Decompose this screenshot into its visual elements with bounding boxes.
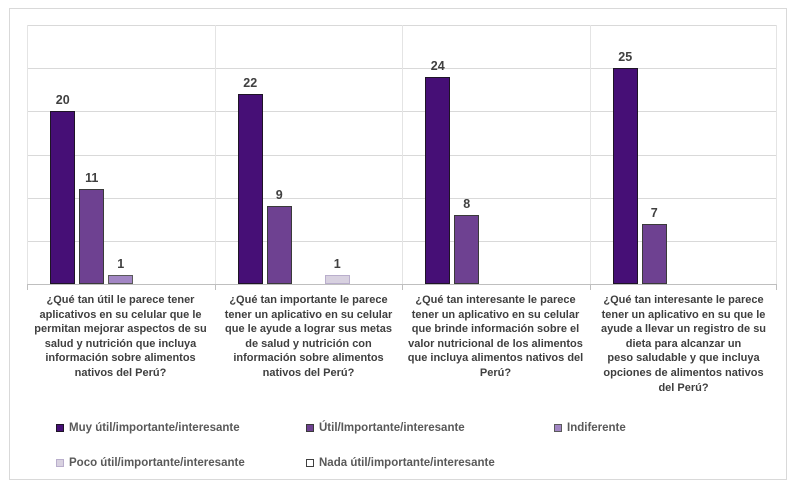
axis-tick bbox=[402, 284, 403, 290]
bar-value-label: 20 bbox=[55, 93, 70, 107]
bar-group: 22 9 1 bbox=[215, 25, 403, 284]
legend-swatch-icon bbox=[56, 459, 64, 467]
bar-group: 25 7 bbox=[590, 25, 778, 284]
bar-value-label: 24 bbox=[430, 59, 445, 73]
chart-frame: 20 11 1 22 9 1 24 8 25 7 ¿Qué tan útil le parece … bbox=[9, 8, 787, 480]
legend-item: Útil/Importante/interesante bbox=[306, 421, 465, 435]
category-separator-line bbox=[402, 25, 403, 284]
bar bbox=[324, 275, 350, 284]
legend-swatch-icon bbox=[554, 424, 562, 432]
plot-area: 20 11 1 22 9 1 24 8 25 7 bbox=[27, 25, 777, 284]
category-separator-line bbox=[776, 25, 777, 284]
category-separator-line bbox=[27, 25, 28, 284]
legend-item-label: Nada útil/importante/interesante bbox=[319, 457, 495, 469]
legend-swatch-icon bbox=[306, 424, 314, 432]
bar bbox=[79, 189, 105, 284]
bar-value-label: 1 bbox=[117, 257, 125, 271]
bar bbox=[50, 111, 76, 284]
axis-tick bbox=[776, 284, 777, 290]
bar-group: 24 8 bbox=[402, 25, 590, 284]
bar-value-label: 22 bbox=[243, 76, 258, 90]
bar-value-label: 1 bbox=[333, 257, 341, 271]
bar bbox=[641, 224, 667, 284]
category-label: ¿Qué tan útil le parece tener aplicativo… bbox=[34, 294, 207, 379]
bar bbox=[454, 215, 480, 284]
legend-swatch-icon bbox=[56, 424, 64, 432]
legend-item: Muy útil/importante/interesante bbox=[56, 421, 240, 435]
axis-tick bbox=[214, 284, 216, 290]
bar-value-label: 25 bbox=[618, 50, 633, 64]
legend-swatch-icon bbox=[306, 459, 314, 467]
bar-value-label: 11 bbox=[85, 171, 99, 185]
axis-tick bbox=[589, 284, 591, 290]
legend-item-label: Útil/Importante/interesante bbox=[319, 422, 465, 434]
axis-tick bbox=[27, 284, 28, 290]
category-label: ¿Qué tan importante le parece tener un a… bbox=[224, 294, 393, 379]
legend-item: Nada útil/importante/interesante bbox=[306, 456, 495, 470]
legend-item: Indiferente bbox=[554, 421, 626, 435]
legend-item-label: Indiferente bbox=[567, 422, 626, 434]
bar bbox=[612, 68, 638, 284]
bar bbox=[266, 206, 292, 284]
category-label: ¿Qué tan interesante le parece tener un … bbox=[407, 294, 584, 379]
bar-value-label: 7 bbox=[650, 206, 658, 220]
bar-value-label: 8 bbox=[463, 197, 471, 211]
bar-value-label: 9 bbox=[275, 188, 283, 202]
bar-group: 20 11 1 bbox=[27, 25, 215, 284]
bar bbox=[108, 275, 134, 284]
legend-item-label: Muy útil/importante/interesante bbox=[69, 422, 240, 434]
bar bbox=[425, 77, 451, 284]
legend-item: Poco útil/importante/interesante bbox=[56, 456, 245, 470]
category-label: ¿Qué tan interesante le parece tener un … bbox=[600, 294, 767, 394]
category-separator-line bbox=[214, 25, 216, 284]
legend-item-label: Poco útil/importante/interesante bbox=[69, 457, 245, 469]
category-separator-line bbox=[589, 25, 591, 284]
bar bbox=[237, 94, 263, 284]
